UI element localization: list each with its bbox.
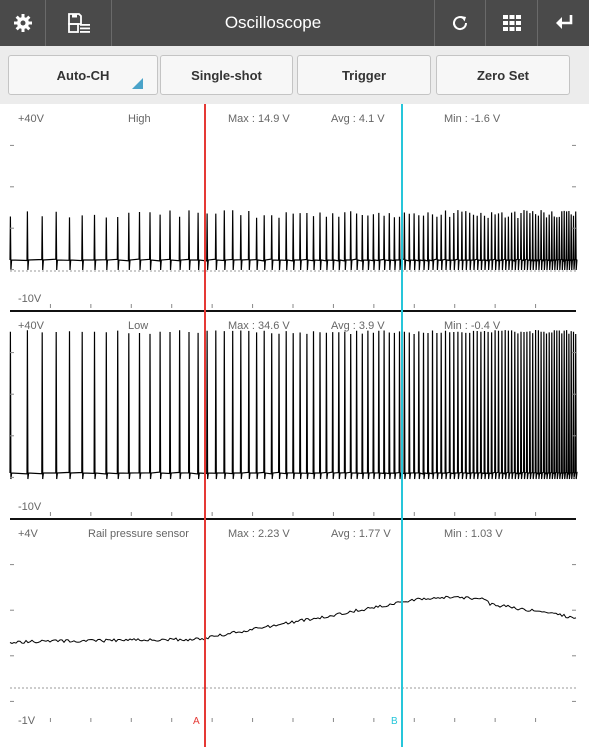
- gear-icon: [13, 13, 33, 33]
- channel-avg: Avg : 3.9 V: [331, 320, 385, 332]
- cursor-b-label: B: [391, 716, 398, 727]
- channel-name: Rail pressure sensor: [88, 528, 189, 540]
- channel-bottom-scale: -10V: [18, 293, 42, 305]
- channel-min: Min : -1.6 V: [444, 113, 501, 125]
- settings-button[interactable]: [0, 0, 46, 46]
- dropdown-triangle-icon: [132, 78, 143, 89]
- channel-max: Max : 34.6 V: [228, 320, 290, 332]
- waveform-trace-low: [10, 330, 577, 479]
- channel-top-scale: +40V: [18, 113, 45, 125]
- channel-name: Low: [128, 320, 148, 332]
- single-shot-label: Single-shot: [191, 68, 262, 83]
- channel-avg: Avg : 4.1 V: [331, 113, 385, 125]
- channel-min: Min : -0.4 V: [444, 320, 501, 332]
- back-button[interactable]: [537, 0, 589, 46]
- channel-max: Max : 2.23 V: [228, 528, 290, 540]
- cursor-a-label: A: [193, 716, 200, 727]
- trigger-button[interactable]: Trigger: [297, 55, 431, 95]
- refresh-button[interactable]: [434, 0, 485, 46]
- channel-top-scale: +4V: [18, 528, 39, 540]
- auto-ch-button[interactable]: Auto-CH: [8, 55, 158, 95]
- channel-max: Max : 14.9 V: [228, 113, 290, 125]
- channel-avg: Avg : 1.77 V: [331, 528, 391, 540]
- save-list-icon: [67, 12, 91, 34]
- refresh-icon: [450, 13, 470, 33]
- channel-bottom-scale: -1V: [18, 715, 36, 727]
- waveform-trace-high: [10, 210, 577, 270]
- toolbar: Auto-CH Single-shot Trigger Zero Set: [0, 46, 589, 104]
- title-bar: Oscilloscope: [0, 0, 589, 46]
- zero-set-label: Zero Set: [477, 68, 529, 83]
- return-icon: [553, 13, 575, 33]
- auto-ch-label: Auto-CH: [57, 68, 110, 83]
- grid-icon: [502, 14, 522, 32]
- zero-set-button[interactable]: Zero Set: [436, 55, 570, 95]
- grid-button[interactable]: [485, 0, 537, 46]
- app-title: Oscilloscope: [112, 0, 434, 46]
- channel-min: Min : 1.03 V: [444, 528, 503, 540]
- save-button[interactable]: [46, 0, 112, 46]
- trigger-label: Trigger: [342, 68, 386, 83]
- channel-bottom-scale: -10V: [18, 501, 42, 513]
- channel-name: High: [128, 113, 151, 125]
- channel-top-scale: +40V: [18, 320, 45, 332]
- single-shot-button[interactable]: Single-shot: [160, 55, 293, 95]
- oscilloscope-display[interactable]: +40V High Max : 14.9 V Avg : 4.1 V Min :…: [0, 104, 589, 747]
